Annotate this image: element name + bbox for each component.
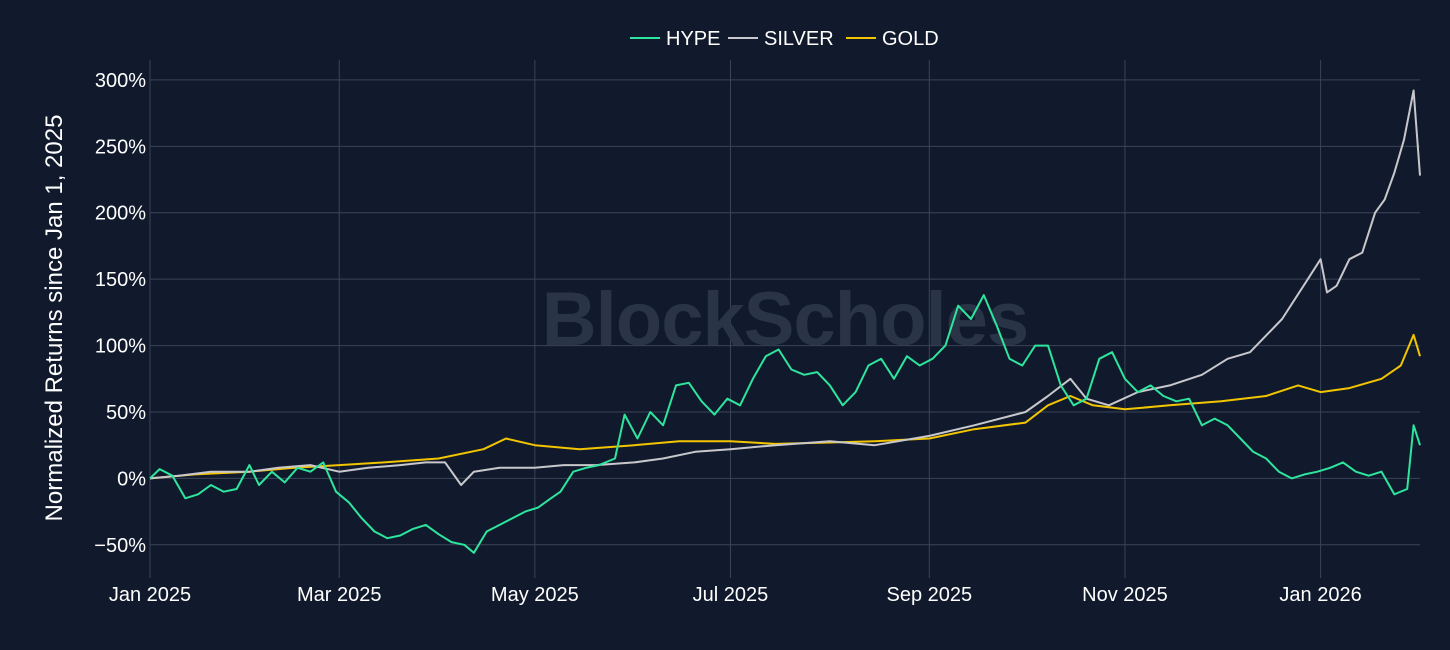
x-tick-label: Mar 2025 [297,584,382,606]
y-tick-label: 300% [95,70,146,92]
y-tick-label: 200% [95,203,146,225]
legend-item-hype[interactable]: HYPE [630,28,720,50]
x-tick-label: Jan 2025 [109,584,191,606]
x-tick-label: May 2025 [491,584,579,606]
y-axis-title: Normalized Returns since Jan 1, 2025 [41,115,68,522]
legend-item-gold[interactable]: GOLD [846,28,939,50]
watermark: BlockScholes [542,277,1028,362]
y-tick-label: 100% [95,336,146,358]
y-tick-label: 250% [95,136,146,158]
y-tick-label: 0% [117,468,146,490]
legend-label: SILVER [764,28,834,50]
x-tick-label: Sep 2025 [886,584,972,606]
y-tick-label: −50% [94,535,146,557]
x-tick-label: Jan 2026 [1279,584,1361,606]
x-tick-label: Nov 2025 [1082,584,1168,606]
legend-label: HYPE [666,28,720,50]
legend-label: GOLD [882,28,939,50]
series-line-hype [149,294,1421,554]
x-tick-label: Jul 2025 [693,584,769,606]
series-line-silver [149,89,1421,486]
legend-item-silver[interactable]: SILVER [728,28,834,50]
series-layer [149,89,1421,554]
y-tick-label: 150% [95,269,146,291]
y-tick-label: 50% [106,402,146,424]
grid-layer [149,60,1420,578]
legend[interactable]: HYPE SILVER GOLD [630,28,939,50]
axis-layer: −50% 0% 50% 100% 150% 200% 250% 300% Jan 2025 Mar… [94,70,1361,606]
